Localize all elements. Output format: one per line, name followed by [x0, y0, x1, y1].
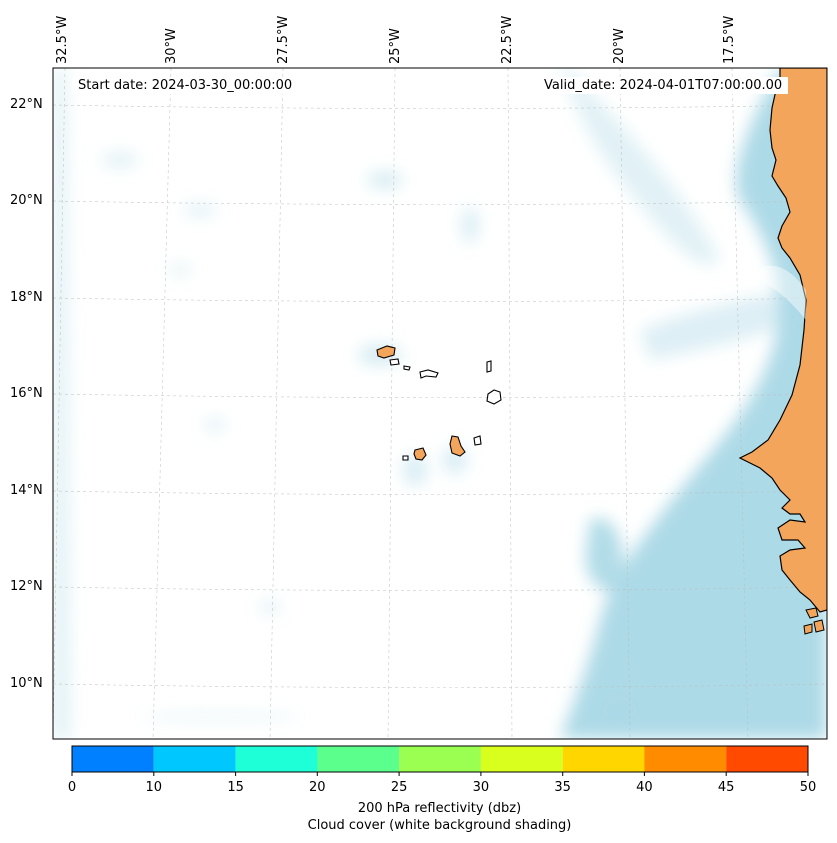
- colorbar-tick-20: 20: [309, 780, 326, 795]
- colorbar-tick-30: 30: [472, 780, 490, 795]
- west-africa-coast: [738, 68, 827, 613]
- lon-label-20w: 20°W: [612, 28, 627, 64]
- lon-label-22-5w: 22.5°W: [500, 15, 515, 64]
- colorbar-tick-35: 35: [554, 780, 571, 795]
- island-sao-nicolau: [419, 369, 439, 379]
- lat-label-18n: 18°N: [10, 290, 43, 305]
- colorbar-segment-4: [399, 746, 481, 772]
- lat-label-22n: 22°N: [10, 97, 43, 112]
- colorbar-label: 200 hPa reflectivity (dbz): [357, 801, 522, 816]
- island-boa-vista: [486, 389, 502, 405]
- colorbar-segment-1: [153, 746, 236, 772]
- lat-label-16n: 16°N: [10, 386, 43, 401]
- lat-label-12n: 12°N: [10, 579, 43, 594]
- valid-date-label: Valid_date: 2024-04-01T07:00:00.00: [538, 77, 789, 94]
- bijagos-islands: [803, 607, 825, 635]
- island-sao-vicente: [389, 358, 400, 366]
- lon-label-17-5w: 17.5°W: [722, 15, 737, 64]
- colorbar-segment-3: [317, 746, 400, 772]
- island-sal: [486, 360, 492, 373]
- lat-label-14n: 14°N: [10, 483, 43, 498]
- map-frame: [52, 67, 828, 740]
- lon-label-27-5w: 27.5°W: [276, 15, 291, 64]
- land-mass: [738, 68, 827, 635]
- island-santiago: [449, 435, 466, 457]
- colorbar-segment-7: [644, 746, 727, 772]
- colorbar-tick-0: 0: [67, 780, 77, 795]
- colorbar-tick-50: 50: [799, 780, 817, 795]
- colorbar-tick-45: 45: [717, 780, 735, 795]
- lat-label-20n: 20°N: [10, 193, 43, 208]
- lon-label-32-5w: 32.5°W: [55, 15, 70, 64]
- colorbar-segment-2: [235, 746, 318, 772]
- island-fogo: [413, 447, 427, 461]
- colorbar: [71, 745, 809, 776]
- colorbar-tick-40: 40: [636, 780, 653, 795]
- colorbar-tick-15: 15: [227, 780, 244, 795]
- colorbar-tick-25: 25: [390, 780, 408, 795]
- island-santa-luzia: [403, 365, 411, 371]
- sahel-cloud-streak: [760, 265, 806, 320]
- colorbar-segment-5: [480, 746, 563, 772]
- island-brava: [402, 455, 409, 461]
- colorbar-segment-0: [72, 746, 154, 772]
- start-date-label: Start date: 2024-03-30_00:00:00: [72, 77, 299, 94]
- lat-label-10n: 10°N: [10, 676, 43, 691]
- lon-label-30w: 30°W: [164, 28, 179, 64]
- gridlines: [53, 68, 827, 739]
- colorbar-segment-6: [562, 746, 645, 772]
- island-santo-antao: [376, 345, 396, 359]
- cloud-cover-shading: [53, 68, 827, 739]
- colorbar-tick-10: 10: [145, 780, 163, 795]
- colorbar-segment-8: [726, 746, 808, 772]
- colorbar-sublabel: Cloud cover (white background shading): [307, 818, 572, 833]
- island-maio: [473, 435, 482, 446]
- cape-verde-islands: [376, 345, 502, 461]
- lon-label-25w: 25°W: [388, 28, 403, 64]
